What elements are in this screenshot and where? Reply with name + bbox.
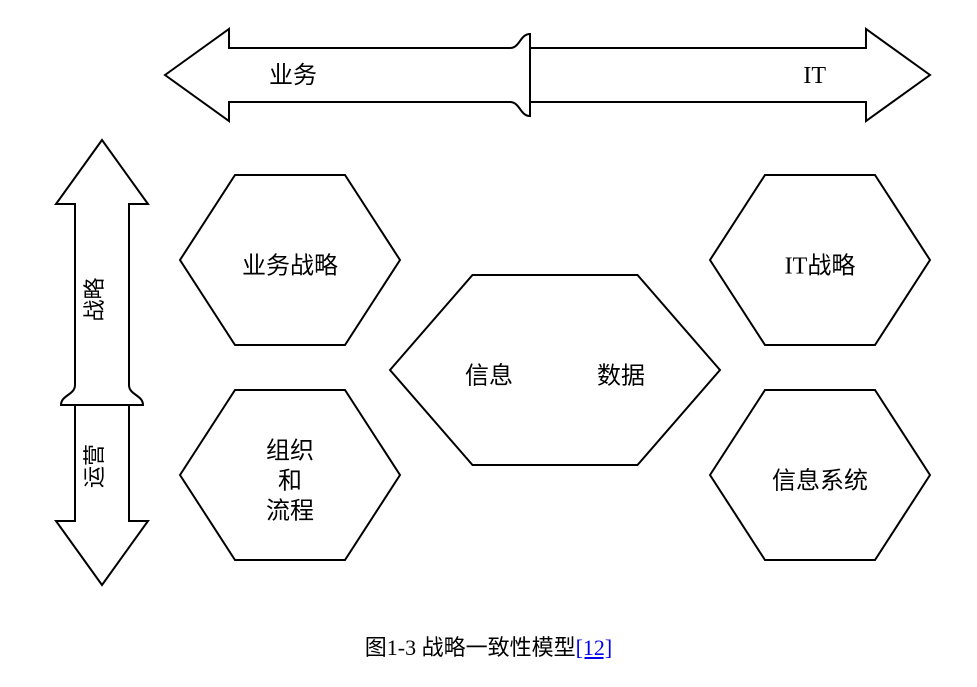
diagram-container: 业务IT战略运营业务战略IT战略组织和流程信息系统信息数据 图1-3 战略一致性… [0,0,977,687]
h-arrow-left-label: 业务 [269,62,317,89]
vertical-double-arrow [56,140,148,585]
hexagon-label-org-process: 流程 [266,498,314,525]
v-arrow-top-label: 战略 [82,277,107,321]
hexagon-label-org-process: 组织 [266,438,314,465]
figure-caption: 图1-3 战略一致性模型[12] [0,630,977,662]
hexagon-label-org-process: 和 [278,468,302,495]
hexagon-label-it-strategy: IT战略 [785,253,856,280]
caption-ref-link[interactable]: [12] [576,635,613,660]
caption-text: 图1-3 战略一致性模型 [365,635,576,660]
diagram-svg: 业务IT战略运营业务战略IT战略组织和流程信息系统信息数据 [0,0,977,687]
center-left-label: 信息 [465,363,513,390]
hexagon-label-info-system: 信息系统 [772,468,868,495]
hexagon-info-data [390,275,720,465]
hexagon-label-business-strategy: 业务战略 [242,253,338,280]
h-arrow-right-label: IT [803,63,826,89]
center-right-label: 数据 [597,363,645,390]
v-arrow-bottom-label: 运营 [82,444,107,488]
